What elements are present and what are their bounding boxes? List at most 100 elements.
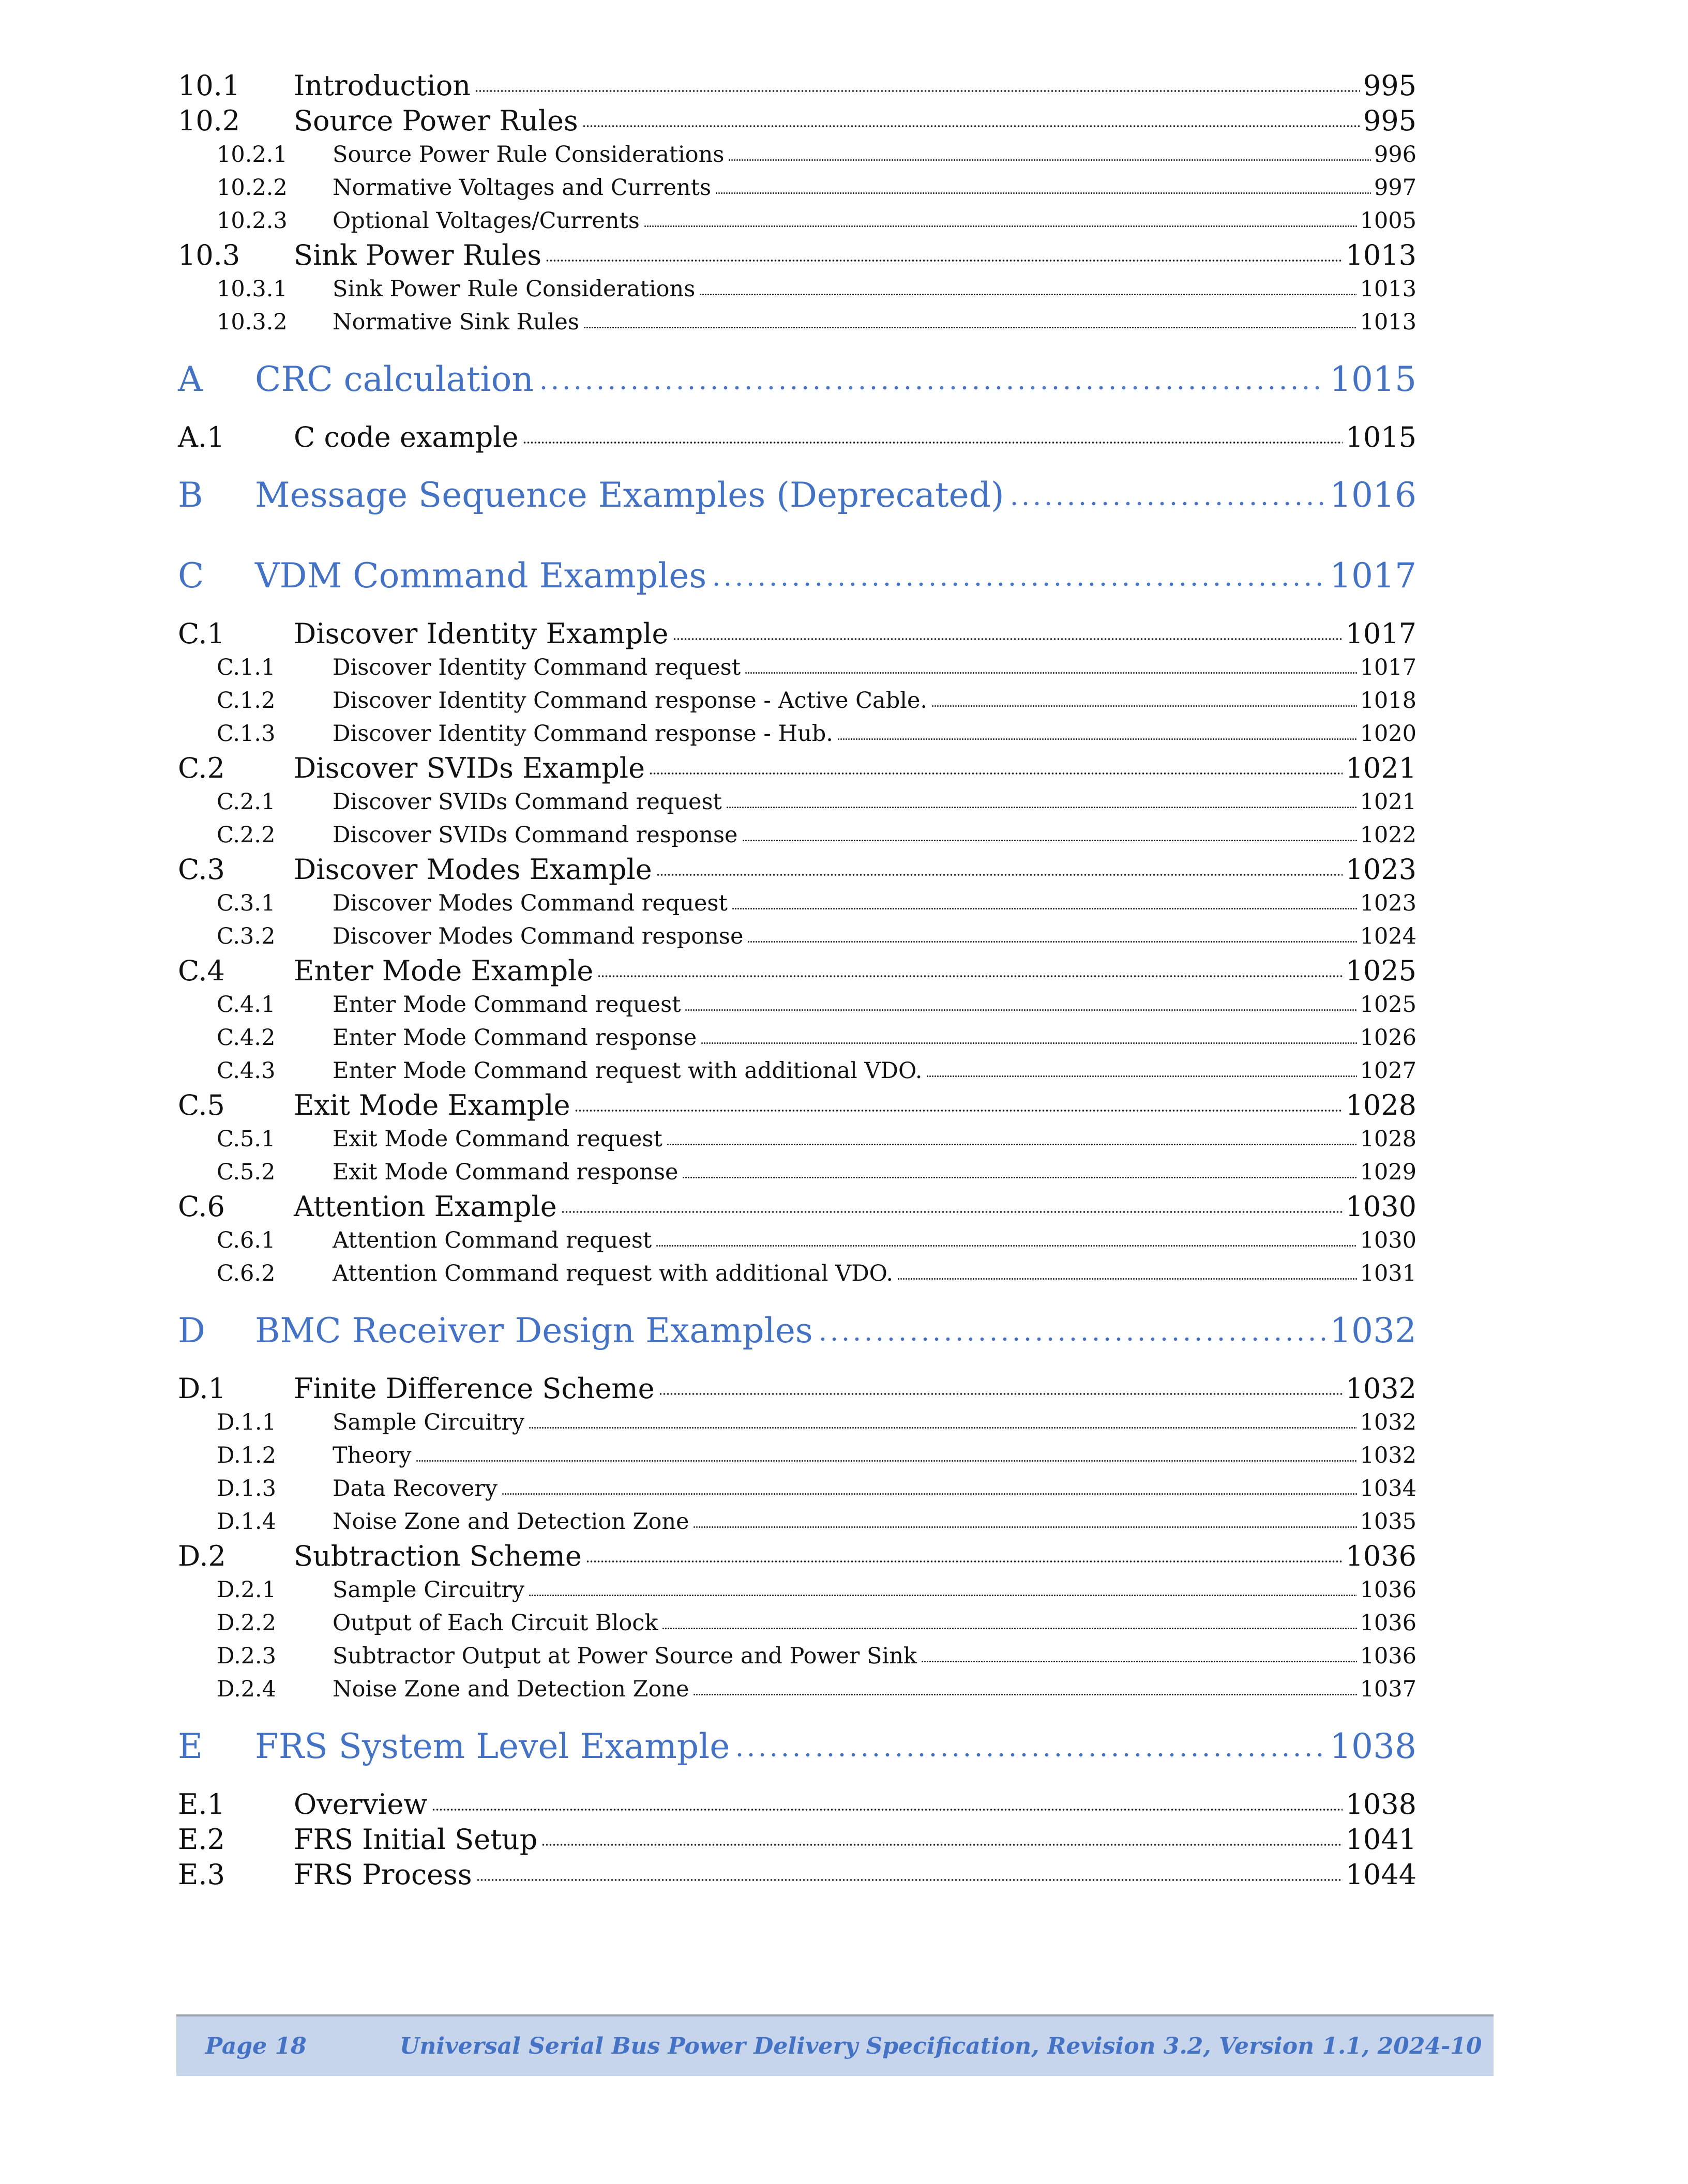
toc-entry-title: Discover Modes Example bbox=[294, 853, 652, 886]
toc-entry-page: 1031 bbox=[1360, 1261, 1416, 1286]
toc-section-entry[interactable]: C.5 Exit Mode Example 1028 bbox=[178, 1087, 1416, 1123]
toc-subsection-entry[interactable]: D.1.1 Sample Circuitry 1032 bbox=[178, 1406, 1416, 1439]
toc-entry-number: E bbox=[178, 1726, 203, 1766]
toc-entry-number: C.2.2 bbox=[217, 822, 276, 848]
toc-subsection-entry[interactable]: C.5.2 Exit Mode Command response 1029 bbox=[178, 1156, 1416, 1189]
toc-section-entry[interactable]: C.3 Discover Modes Example 1023 bbox=[178, 852, 1416, 887]
toc-entry-number: E.1 bbox=[178, 1787, 225, 1821]
toc-subsection-entry[interactable]: C.4.2 Enter Mode Command response 1026 bbox=[178, 1021, 1416, 1054]
toc-subsection-entry[interactable]: D.2.3 Subtractor Output at Power Source a… bbox=[178, 1640, 1416, 1673]
toc-entry-number: 10.2.1 bbox=[217, 142, 288, 168]
dot-leader bbox=[658, 1392, 1343, 1396]
dot-leader bbox=[546, 259, 1343, 262]
toc-entry-page: 1044 bbox=[1345, 1858, 1416, 1891]
toc-subsection-entry[interactable]: C.1.2 Discover Identity Command response … bbox=[178, 684, 1416, 717]
dot-leader bbox=[726, 806, 1357, 809]
toc-section-entry[interactable]: C.4 Enter Mode Example 1025 bbox=[178, 953, 1416, 988]
toc-subsection-entry[interactable]: D.2.2 Output of Each Circuit Block 1036 bbox=[178, 1606, 1416, 1640]
toc-section-entry[interactable]: D.1 Finite Difference Scheme 1032 bbox=[178, 1371, 1416, 1406]
toc-subsection-entry[interactable]: D.1.3 Data Recovery 1034 bbox=[178, 1472, 1416, 1505]
toc-subsection-entry[interactable]: C.1.3 Discover Identity Command response … bbox=[178, 717, 1416, 750]
toc-entry-number: C.1 bbox=[178, 617, 225, 650]
dot-leader bbox=[745, 671, 1357, 674]
toc-subsection-entry[interactable]: C.3.1 Discover Modes Command request 1023 bbox=[178, 887, 1416, 920]
toc-entry-number: C bbox=[178, 555, 204, 596]
toc-appendix-entry[interactable]: C VDM Command Examples 1017 bbox=[178, 535, 1416, 616]
toc-section-entry[interactable]: E.1 Overview 1038 bbox=[178, 1786, 1416, 1822]
dot-leader bbox=[597, 975, 1343, 978]
toc-section-entry[interactable]: D.2 Subtraction Scheme 1036 bbox=[178, 1538, 1416, 1573]
toc-subsection-entry[interactable]: C.3.2 Discover Modes Command response 1024 bbox=[178, 920, 1416, 953]
toc-subsection-entry[interactable]: D.1.2 Theory 1032 bbox=[178, 1439, 1416, 1472]
toc-entry-title: Normative Sink Rules bbox=[333, 309, 579, 335]
toc-entry-number: D.1.4 bbox=[217, 1509, 276, 1535]
toc-entry-number: 10.3.2 bbox=[217, 309, 288, 335]
toc-entry-page: 1016 bbox=[1330, 475, 1416, 515]
toc-section-entry[interactable]: 10.3 Sink Power Rules 1013 bbox=[178, 237, 1416, 272]
toc-entry-title: Introduction bbox=[294, 69, 471, 102]
toc-entry-page: 1038 bbox=[1330, 1726, 1416, 1766]
toc-subsection-entry[interactable]: 10.2.1 Source Power Rule Considerations 99… bbox=[178, 138, 1416, 171]
toc-subsection-entry[interactable]: C.4.3 Enter Mode Command request with add… bbox=[178, 1054, 1416, 1087]
page-number: Page 18 bbox=[205, 2033, 307, 2059]
toc-appendix-entry[interactable]: A CRC calculation 1015 bbox=[178, 339, 1416, 419]
toc-entry-title: Data Recovery bbox=[333, 1476, 498, 1502]
toc-entry-page: 1032 bbox=[1360, 1409, 1416, 1435]
toc-appendix-entry[interactable]: E FRS System Level Example 1038 bbox=[178, 1706, 1416, 1786]
toc-entry-title: Output of Each Circuit Block bbox=[333, 1610, 658, 1636]
toc-section-entry[interactable]: C.2 Discover SVIDs Example 1021 bbox=[178, 750, 1416, 785]
toc-subsection-entry[interactable]: 10.3.2 Normative Sink Rules 1013 bbox=[178, 306, 1416, 339]
toc-subsection-entry[interactable]: 10.2.3 Optional Voltages/Currents 1005 bbox=[178, 204, 1416, 237]
toc-section-entry[interactable]: E.3 FRS Process 1044 bbox=[178, 1857, 1416, 1892]
toc-entry-number: D.2.2 bbox=[217, 1610, 276, 1636]
toc-section-entry[interactable]: 10.1 Introduction 995 bbox=[178, 68, 1416, 103]
toc-entry-number: C.6.2 bbox=[217, 1261, 276, 1286]
toc-section-entry[interactable]: A.1 C code example 1015 bbox=[178, 419, 1416, 454]
toc-subsection-entry[interactable]: C.2.1 Discover SVIDs Command request 1021 bbox=[178, 785, 1416, 818]
toc-section-entry[interactable]: C.6 Attention Example 1030 bbox=[178, 1189, 1416, 1224]
toc-section-entry[interactable]: 10.2 Source Power Rules 995 bbox=[178, 103, 1416, 138]
toc-subsection-entry[interactable]: C.4.1 Enter Mode Command request 1025 bbox=[178, 988, 1416, 1021]
toc-subsection-entry[interactable]: C.2.2 Discover SVIDs Command response 1022 bbox=[178, 818, 1416, 852]
toc-entry-title: Enter Mode Command request with addition… bbox=[333, 1058, 923, 1084]
toc-subsection-entry[interactable]: C.5.1 Exit Mode Command request 1028 bbox=[178, 1123, 1416, 1156]
toc-subsection-entry[interactable]: D.1.4 Noise Zone and Detection Zone 1035 bbox=[178, 1505, 1416, 1538]
dot-leader bbox=[701, 1041, 1357, 1044]
toc-subsection-entry[interactable]: C.6.2 Attention Command request with addi… bbox=[178, 1257, 1416, 1290]
toc-subsection-entry[interactable]: C.6.1 Attention Command request 1030 bbox=[178, 1224, 1416, 1257]
dot-leader bbox=[742, 839, 1357, 842]
toc-entry-page: 1013 bbox=[1345, 238, 1416, 271]
dot-leader bbox=[926, 1074, 1357, 1078]
toc-entry-page: 1037 bbox=[1360, 1676, 1416, 1702]
dot-leader bbox=[747, 940, 1357, 943]
toc-entry-page: 1030 bbox=[1345, 1190, 1416, 1223]
toc-appendix-entry[interactable]: B Message Sequence Examples (Deprecated) 1… bbox=[178, 454, 1416, 535]
toc-section-entry[interactable]: C.1 Discover Identity Example 1017 bbox=[178, 616, 1416, 651]
dot-leader bbox=[1008, 501, 1327, 506]
toc-entry-title: Discover Modes Command response bbox=[333, 923, 744, 949]
toc-entry-title: Attention Example bbox=[294, 1190, 557, 1223]
toc-subsection-entry[interactable]: D.2.1 Sample Circuitry 1036 bbox=[178, 1573, 1416, 1606]
dot-leader bbox=[529, 1594, 1357, 1597]
toc-subsection-entry[interactable]: 10.3.1 Sink Power Rule Considerations 1013 bbox=[178, 272, 1416, 306]
dot-leader bbox=[685, 1008, 1357, 1011]
toc-subsection-entry[interactable]: C.1.1 Discover Identity Command request 10… bbox=[178, 651, 1416, 684]
dot-leader bbox=[715, 191, 1371, 194]
toc-entry-title: Discover Identity Example bbox=[294, 617, 669, 650]
dot-leader bbox=[561, 1210, 1343, 1214]
dot-leader bbox=[699, 293, 1357, 296]
toc-entry-title: Enter Mode Example bbox=[294, 954, 594, 987]
toc-entry-page: 1038 bbox=[1345, 1787, 1416, 1821]
toc-entry-title: Sink Power Rules bbox=[294, 238, 542, 271]
toc-entry-page: 1024 bbox=[1360, 923, 1416, 949]
toc-entry-title: Enter Mode Command request bbox=[333, 992, 681, 1018]
toc-subsection-entry[interactable]: 10.2.2 Normative Voltages and Currents 997 bbox=[178, 171, 1416, 204]
toc-entry-number: A bbox=[178, 359, 203, 399]
toc-appendix-entry[interactable]: D BMC Receiver Design Examples 1032 bbox=[178, 1290, 1416, 1371]
toc-entry-page: 1017 bbox=[1360, 655, 1416, 680]
toc-entry-page: 1017 bbox=[1330, 555, 1416, 596]
toc-entry-title: Overview bbox=[294, 1787, 428, 1821]
toc-section-entry[interactable]: E.2 FRS Initial Setup 1041 bbox=[178, 1822, 1416, 1857]
dot-leader bbox=[656, 1244, 1357, 1247]
toc-subsection-entry[interactable]: D.2.4 Noise Zone and Detection Zone 1037 bbox=[178, 1673, 1416, 1706]
